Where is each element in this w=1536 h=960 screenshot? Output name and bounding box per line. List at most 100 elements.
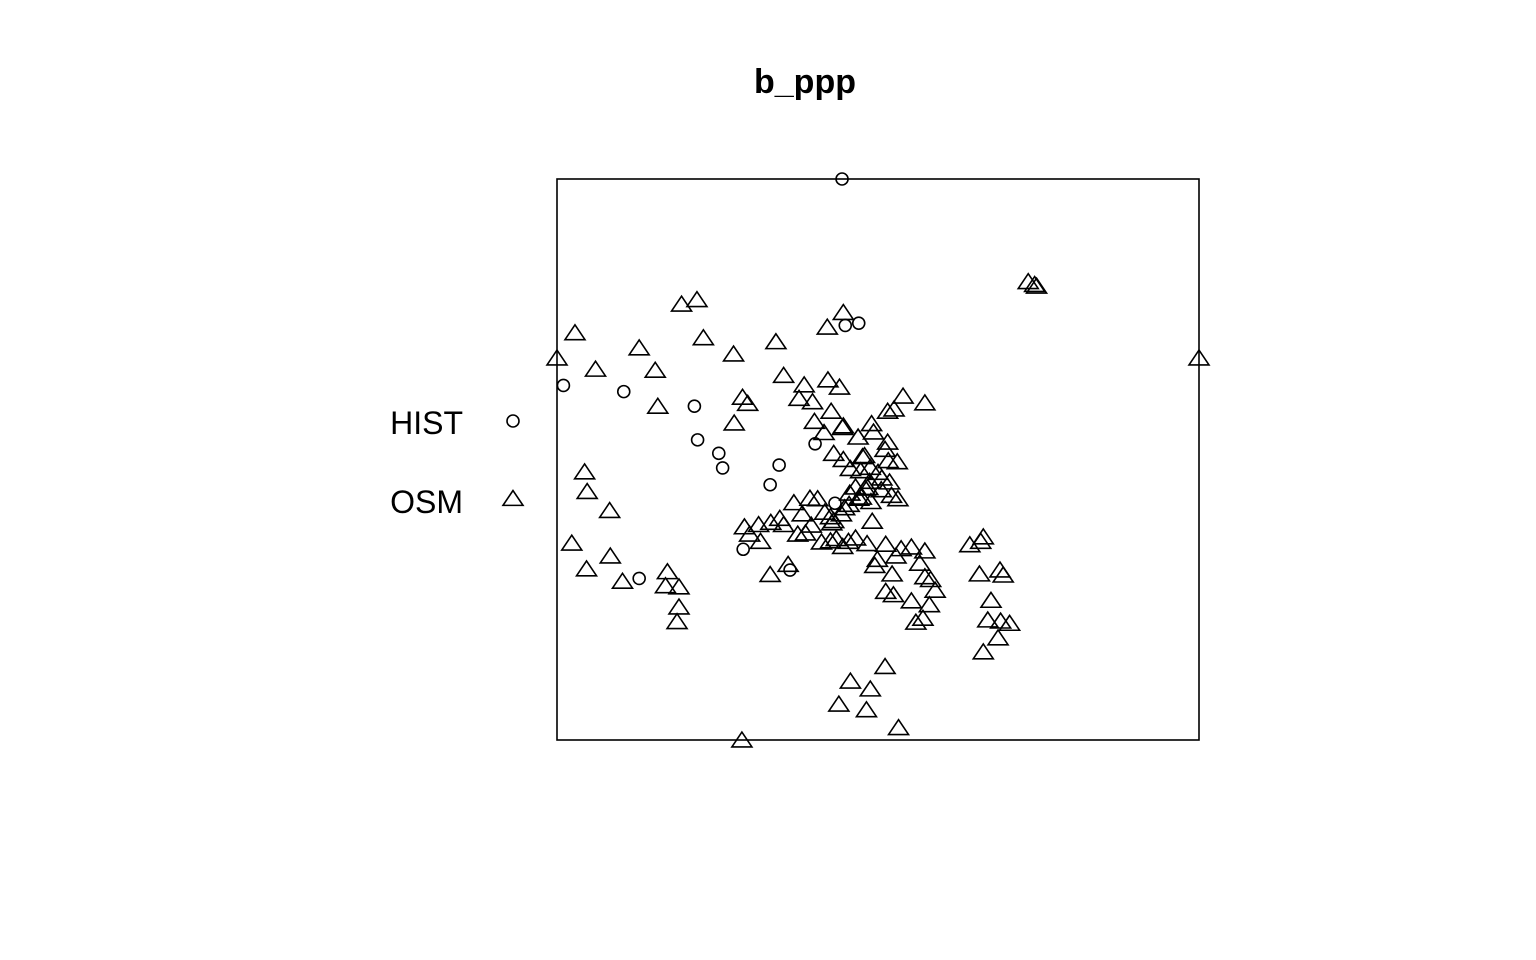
osm-point [976,610,1000,628]
hist-point [772,458,786,472]
hist-point [835,172,849,186]
osm-point [862,422,886,440]
osm-point [849,487,873,505]
osm-point [988,560,1012,578]
osm-point [798,488,822,506]
hist-point [763,477,777,492]
osm-point [560,533,584,551]
osm-point [831,416,855,434]
osm-point [860,414,884,432]
osm-point [787,388,811,407]
hist-point [783,563,797,577]
osm-point [917,595,941,613]
osm-point [849,461,873,479]
hist-point [715,461,730,475]
osm-point [847,488,871,506]
hist-point [632,571,646,586]
osm-point [853,446,877,464]
osm-point [749,532,773,550]
osm-point [876,451,900,469]
osm-point [855,534,879,552]
osm-point [820,513,844,531]
osm-point [971,527,995,545]
osm-point [913,393,937,411]
osm-point [874,534,898,552]
osm-point [818,531,842,549]
osm-point [736,394,760,412]
osm-point [598,546,622,564]
osm-point [870,468,894,486]
osm-point [851,447,875,465]
osm-point [545,348,569,366]
osm-point [878,472,902,490]
osm-point [838,483,862,501]
osm-point [816,370,840,388]
osm-point [819,401,843,419]
osm-point [646,396,670,414]
data-points [545,172,1211,748]
osm-point [627,338,651,356]
osm-point [887,718,911,736]
osm-point [1187,348,1211,366]
plot-frame [556,178,1200,741]
osm-point [831,303,855,321]
osm-point [799,515,823,533]
osm-point [584,359,608,377]
osm-point [837,495,861,513]
osm-point [831,450,855,468]
osm-point [831,537,855,555]
osm-point [838,671,862,689]
osm-point [829,504,853,522]
osm-point [815,317,839,335]
hist-point [851,316,866,330]
osm-point [790,504,814,522]
osm-point [722,413,746,431]
osm-point [1025,276,1049,294]
osm-point [879,486,903,504]
osm-point [812,423,836,441]
osm-point [776,555,800,573]
osm-point [881,585,905,603]
legend-label-hist: HIST [390,405,463,441]
osm-point [904,612,928,630]
osm-point [919,570,943,588]
osm-point [573,462,597,480]
osm-point [824,529,848,547]
legend-triangle-marker [501,489,525,507]
osm-point [575,482,599,500]
legend-label-osm: OSM [390,484,463,520]
osm-point [838,459,862,477]
hist-point [828,496,842,511]
osm-point [979,590,1003,609]
osm-point [967,564,991,582]
osm-point [730,730,754,748]
osm-point [667,577,691,595]
osm-point [908,553,932,572]
legend-circle-marker [506,414,520,428]
osm-point [667,597,691,615]
osm-point [575,559,599,577]
osm-point [913,567,937,585]
osm-point [986,628,1010,646]
osm-point [722,344,746,362]
hist-point [736,542,750,557]
legend: HIST OSM [390,405,525,520]
osm-point [880,564,904,582]
hist-point [690,433,705,447]
osm-point [643,360,667,379]
osm-point [991,565,1015,583]
osm-point [691,328,715,346]
osm-point [858,457,882,476]
osm-point [758,565,782,583]
osm-point [665,612,689,630]
osm-point [923,580,947,598]
osm-point [882,399,906,417]
osm-point [818,507,842,525]
osm-point [563,323,587,341]
osm-point [971,642,995,660]
hist-point [616,384,631,399]
chart-title: b_ppp [754,63,856,101]
osm-point [874,581,898,600]
osm-point [810,532,834,550]
